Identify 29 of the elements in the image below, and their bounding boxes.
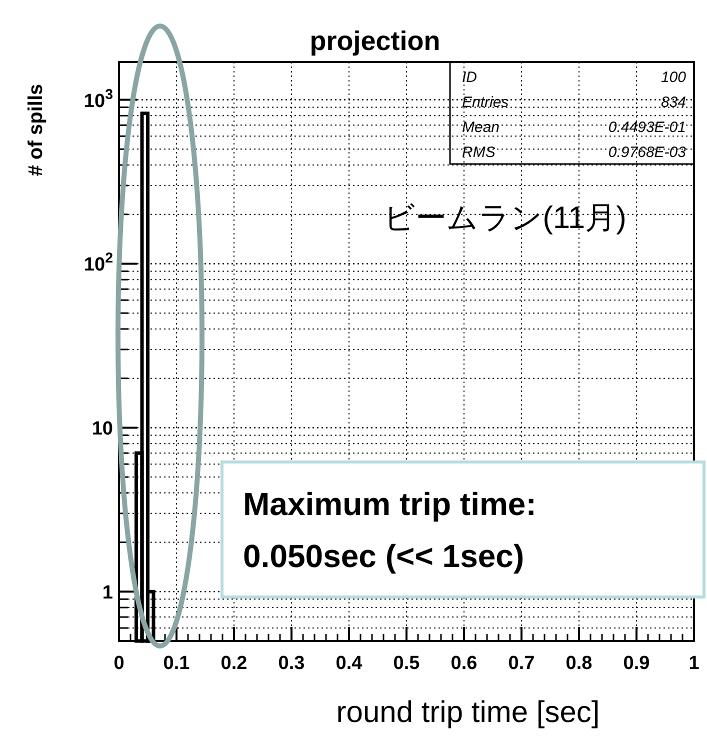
x-tick-label: 0.7 — [508, 653, 535, 674]
y-axis-title: # of spills — [25, 84, 47, 176]
y-tick-label: 10 — [92, 418, 113, 440]
x-tick-label: 0.3 — [278, 653, 305, 674]
annotation: 0.9768E-03 — [608, 144, 687, 161]
annotation: RMS — [462, 144, 496, 161]
annotation: Mean — [462, 119, 500, 136]
x-tick-label: 1 — [688, 653, 700, 674]
y-tick-label: 10$^{2}$ — [84, 250, 114, 276]
x-tick-label: 0.9 — [623, 653, 650, 674]
chart-title: projection — [310, 26, 440, 56]
note-box: Maximum trip time: 0.050sec (<< 1sec) — [220, 460, 706, 598]
annotation: Entries — [462, 94, 510, 111]
annotation: ビームラン(11月) — [384, 200, 626, 235]
x-tick-label: 0 — [114, 653, 124, 674]
annotation: 100 — [660, 69, 687, 86]
x-axis-title: round trip time [sec] — [336, 696, 600, 729]
x-tick-label: 0.8 — [566, 653, 592, 674]
annotation: Maximum trip time: 0.050sec (<< 1sec) — [243, 486, 536, 574]
x-tick-label: 0.1 — [163, 653, 190, 674]
x-tick-label: 0.5 — [393, 653, 420, 674]
x-tick-label: 0.4 — [336, 653, 363, 674]
annotation: 0.4493E-01 — [608, 119, 686, 136]
x-tick-label: 0.2 — [220, 653, 248, 674]
annotation: 834 — [660, 94, 686, 111]
x-tick-label: 0.6 — [450, 653, 478, 674]
y-tick-label: 1 — [102, 582, 114, 604]
y-tick-label: 10$^{3}$ — [84, 86, 114, 112]
annotation: ID — [462, 69, 478, 86]
